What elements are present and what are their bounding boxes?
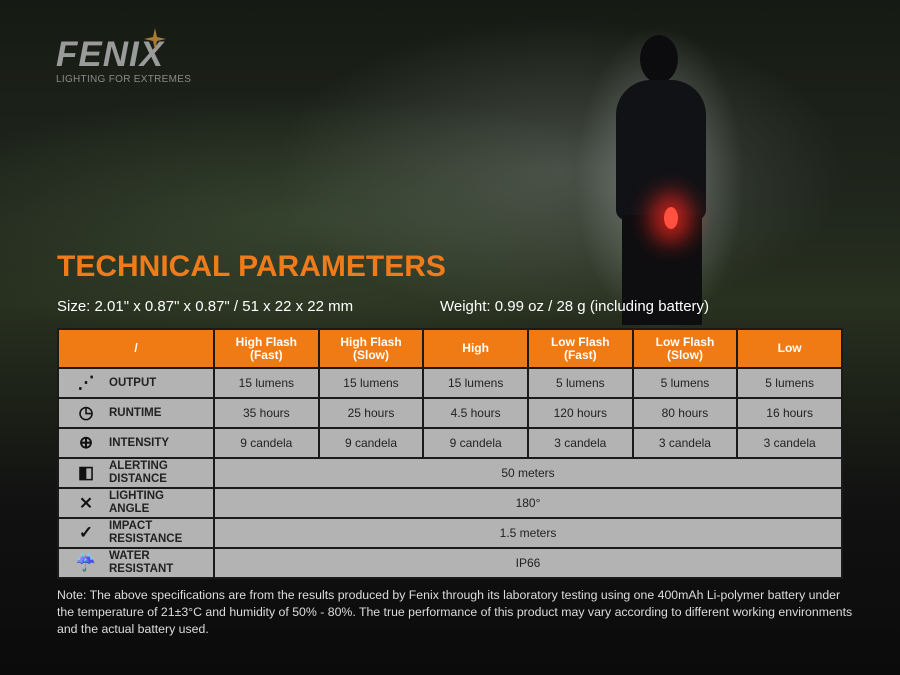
value-cell: 4.5 hours [422,397,529,429]
row-label: ⋰ OUTPUT [57,367,215,399]
target-icon: ⊕ [78,433,94,452]
value-cell: 3 candela [631,427,739,459]
distance-icon: ◧ [77,463,95,482]
row-label-text: RESISTANCE [109,533,183,545]
fenix-logo: FENIX LIGHTING FOR EXTREMES [56,28,192,85]
value-cell: 3 candela [526,427,634,459]
value-cell: 35 hours [213,397,320,429]
value-cell: 15 lumens [317,367,425,399]
page-title: TECHNICAL PARAMETERS [57,250,446,283]
row-label-text: WATER [109,550,150,562]
row-label-text: DISTANCE [109,473,167,485]
mode-label: Low Flash [655,334,715,349]
row-label-text: ALERTING [109,460,168,472]
mode-label: (Slow) [352,347,389,362]
spec-table: / High Flash (Fast) High Flash (Slow) High Low… [57,328,843,579]
mode-header: Low [736,328,843,369]
value-cell: 15 lumens [422,367,529,399]
mode-header: Low Flash (Fast) [526,328,634,369]
table-row: ◧ ALERTING DISTANCE 50 meters [57,457,843,489]
value-cell: 3 candela [736,427,843,459]
value-cell: 1.5 meters [213,517,843,549]
value-cell: 120 hours [526,397,634,429]
row-label-text: INTENSITY [109,436,170,449]
value-cell: 180° [213,487,843,519]
logo-tagline: LIGHTING FOR EXTREMES [56,74,192,85]
mode-label: Low [777,341,802,355]
clock-icon: ◷ [78,403,94,422]
value-cell: 9 candela [317,427,425,459]
row-label-text: RESISTANT [109,563,174,575]
table-row: ⊕ INTENSITY 9 candela 9 candela 9 candela 3 c… [57,427,843,459]
mode-header: Low Flash (Slow) [631,328,739,369]
value-cell: 5 lumens [736,367,843,399]
impact-icon: ✓ [78,523,94,542]
mode-label: High Flash [340,334,402,349]
value-cell: 5 lumens [526,367,634,399]
row-label: ⨯ LIGHTING ANGLE [57,487,215,519]
value-cell: 9 candela [422,427,529,459]
output-icon: ⋰ [77,373,95,392]
row-label-text: ANGLE [109,503,150,515]
table-row: ⋰ OUTPUT 15 lumens 15 lumens 15 lumens 5 lume… [57,367,843,399]
row-label: ⊕ INTENSITY [57,427,215,459]
value-cell: 15 lumens [213,367,320,399]
row-label-text: OUTPUT [109,376,157,389]
mode-label: High [462,341,489,355]
mode-header: High Flash (Slow) [317,328,425,369]
mode-header: High [422,328,529,369]
row-label: ◷ RUNTIME [57,397,215,429]
table-row: ⨯ LIGHTING ANGLE 180° [57,487,843,519]
weight-spec: Weight: 0.99 oz / 28 g (including batter… [440,298,710,315]
logo-wordmark: FENIX [56,35,165,74]
row-label-text: IMPACT [109,520,153,532]
water-icon: ☔ [75,553,97,572]
mode-label: (Fast) [249,347,283,362]
row-label-text: RUNTIME [109,406,162,419]
table-row: ✓ IMPACT RESISTANCE 1.5 meters [57,517,843,549]
size-spec: Size: 2.01" x 0.87" x 0.87" / 51 x 22 x … [57,298,354,315]
row-label: ◧ ALERTING DISTANCE [57,457,215,489]
table-row: ☔ WATER RESISTANT IP66 [57,547,843,579]
value-cell: 50 meters [213,457,843,489]
value-cell: 25 hours [317,397,425,429]
mode-label: (Fast) [563,347,597,362]
cyclist-photo [598,35,718,325]
value-cell: 5 lumens [631,367,739,399]
value-cell: 80 hours [631,397,739,429]
mode-header: High Flash (Fast) [213,328,320,369]
footnote: Note: The above specifications are from … [57,588,853,636]
value-cell: 9 candela [213,427,320,459]
row-label: ☔ WATER RESISTANT [57,547,215,579]
corner-cell: / [57,328,215,369]
table-row: ◷ RUNTIME 35 hours 25 hours 4.5 hours 120 hou… [57,397,843,429]
mode-label: Low Flash [550,334,610,349]
row-label: ✓ IMPACT RESISTANCE [57,517,215,549]
row-label-text: LIGHTING [109,490,164,502]
angle-icon: ⨯ [78,493,94,512]
value-cell: IP66 [213,547,843,579]
mode-label: (Slow) [666,347,703,362]
mode-label: High Flash [235,334,297,349]
value-cell: 16 hours [736,397,843,429]
star-icon [144,28,166,50]
